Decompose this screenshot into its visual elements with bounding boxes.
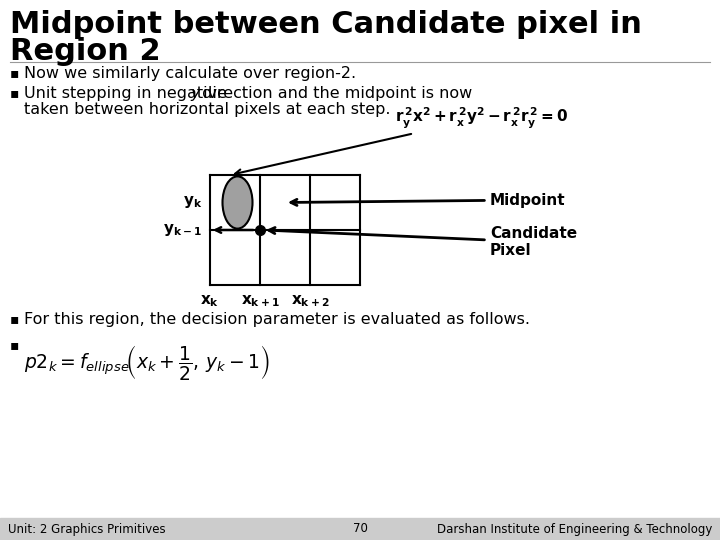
Text: $\mathbf{x_k}$: $\mathbf{x_k}$ <box>200 293 220 309</box>
Text: taken between horizontal pixels at each step.: taken between horizontal pixels at each … <box>24 102 390 117</box>
Bar <box>0 518 720 540</box>
Text: ▪: ▪ <box>10 338 19 352</box>
Text: $\mathbf{x_{k+1}}$: $\mathbf{x_{k+1}}$ <box>240 293 279 309</box>
Text: ▪: ▪ <box>10 312 19 326</box>
Ellipse shape <box>222 177 253 228</box>
Text: Now we similarly calculate over region-2.: Now we similarly calculate over region-2… <box>24 66 356 81</box>
Text: $\mathbf{x_{k+2}}$: $\mathbf{x_{k+2}}$ <box>291 293 329 309</box>
Text: $\mathbf{y_k}$: $\mathbf{y_k}$ <box>183 194 202 211</box>
Text: ▪: ▪ <box>10 66 19 80</box>
Text: For this region, the decision parameter is evaluated as follows.: For this region, the decision parameter … <box>24 312 530 327</box>
Text: $p2_k = f_{ellipse}\!\left(x_k + \dfrac{1}{2},\, y_k - 1\right)$: $p2_k = f_{ellipse}\!\left(x_k + \dfrac{… <box>24 343 270 382</box>
Text: Unit stepping in negative: Unit stepping in negative <box>24 86 232 101</box>
Text: Darshan Institute of Engineering & Technology: Darshan Institute of Engineering & Techn… <box>436 523 712 536</box>
Text: direction and the midpoint is now: direction and the midpoint is now <box>197 86 472 101</box>
Text: Unit: 2 Graphics Primitives: Unit: 2 Graphics Primitives <box>8 523 166 536</box>
Text: Candidate
Pixel: Candidate Pixel <box>269 226 577 258</box>
Text: ▪: ▪ <box>10 86 19 100</box>
Text: y: y <box>190 86 200 101</box>
Text: 70: 70 <box>353 523 367 536</box>
Text: Midpoint between Candidate pixel in: Midpoint between Candidate pixel in <box>10 10 642 39</box>
Text: Region 2: Region 2 <box>10 37 161 66</box>
Text: $\mathbf{r_y^{\,2}x^2+r_x^{\,2}y^2-r_x^{\,2}r_y^{\,2}=0}$: $\mathbf{r_y^{\,2}x^2+r_x^{\,2}y^2-r_x^{… <box>235 105 568 176</box>
Text: $\mathbf{y_{k-1}}$: $\mathbf{y_{k-1}}$ <box>163 222 202 238</box>
Text: Midpoint: Midpoint <box>291 192 566 207</box>
